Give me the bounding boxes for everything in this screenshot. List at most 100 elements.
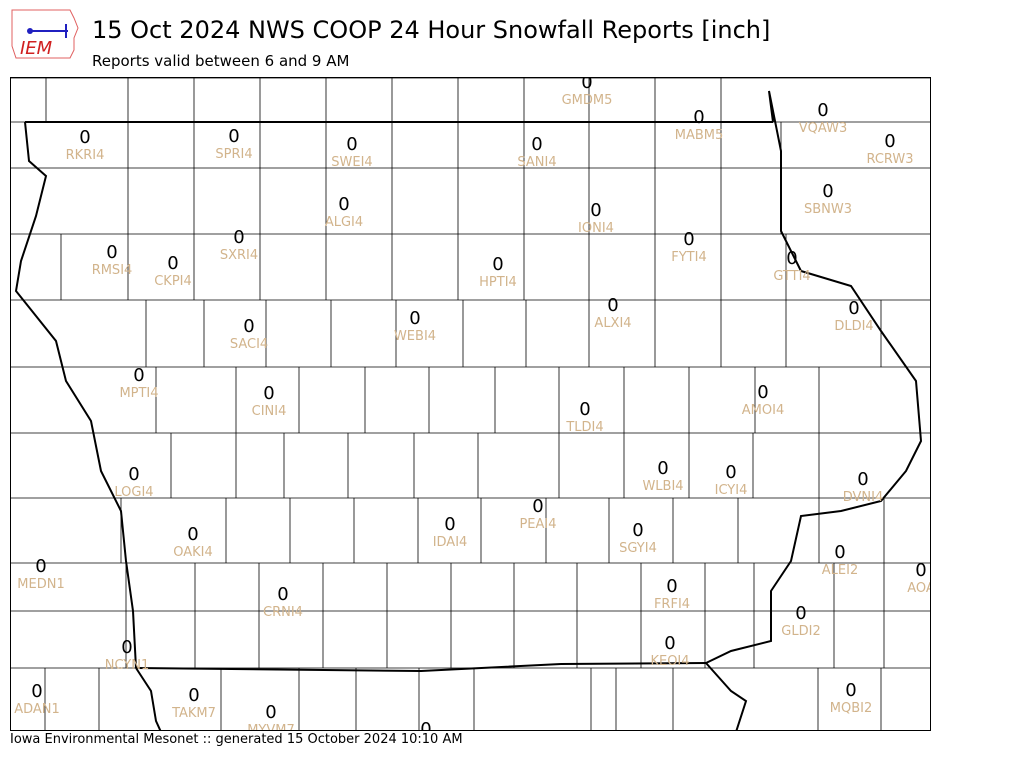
station-unlabeled: 0 [420,719,431,731]
snowfall-value: 0 [817,100,828,121]
page-title: 15 Oct 2024 NWS COOP 24 Hour Snowfall Re… [92,16,771,44]
snowfall-value: 0 [233,227,244,248]
snowfall-value: 0 [884,131,895,152]
snowfall-value: 0 [757,382,768,403]
snowfall-value: 0 [845,680,856,701]
snowfall-value: 0 [31,681,42,702]
station-id-label: CRNI4 [263,605,303,620]
station-id-label: WLBI4 [642,479,683,494]
snowfall-value: 0 [632,520,643,541]
station-id-label: AOA [907,581,931,596]
station-id-label: MABM5 [675,128,724,143]
snowfall-value: 0 [106,242,117,263]
station-id-label: RCRW3 [866,152,913,167]
snowfall-value: 0 [346,134,357,155]
snowfall-value: 0 [532,496,543,517]
snowfall-value: 0 [35,556,46,577]
snowfall-value: 0 [444,514,455,535]
station-id-label: FRFI4 [654,597,690,612]
iem-logo: IEM [11,9,79,59]
station-id-label: HPTI4 [479,275,517,290]
station-id-label: RKRI4 [66,148,105,163]
state-boundaries [14,90,923,730]
snowfall-value: 0 [531,134,542,155]
station-id-label: KEOI4 [650,654,689,669]
station-id-label: IONI4 [578,221,614,236]
snowfall-value: 0 [725,462,736,483]
snowfall-value: 0 [683,229,694,250]
snowfall-value: 0 [187,524,198,545]
snowfall-value: 0 [857,469,868,490]
station-id-label: SPRI4 [215,147,252,162]
station-id-label: GLDI2 [781,624,820,639]
station-id-label: ICYI4 [715,483,748,498]
station-id-label: SGYI4 [619,541,657,556]
station-id-label: LOGI4 [114,485,153,500]
snowfall-value: 0 [795,603,806,624]
station-id-label: GMDM5 [562,93,613,108]
station-id-label: RMSI4 [92,263,133,278]
station-id-label: WEBI4 [394,329,436,344]
snowfall-value: 0 [607,295,618,316]
snowfall-value: 0 [666,576,677,597]
missouri-river [135,667,162,730]
station-id-label: ALXI4 [594,316,631,331]
snowfall-value: 0 [420,719,431,731]
snowfall-value: 0 [657,458,668,479]
mississippi-south [705,662,748,730]
snowfall-value: 0 [79,127,90,148]
station-id-label: SBNW3 [804,202,852,217]
snowfall-value: 0 [786,248,797,269]
iowa-south-border [135,662,707,673]
snowfall-value: 0 [243,316,254,337]
station-id-label: PEAI4 [519,517,556,532]
station-id-label: MYVM7 [247,723,295,731]
snowfall-value: 0 [915,560,926,581]
snowfall-value: 0 [188,685,199,706]
snowfall-value: 0 [590,200,601,221]
station-id-label: CKPI4 [154,274,192,289]
snowfall-value: 0 [822,181,833,202]
station-id-label: GTTI4 [773,269,810,284]
station-id-label: TLDI4 [565,420,603,435]
station-id-label: TAKM7 [171,706,216,721]
station-id-label: ALEI2 [822,563,858,578]
snowfall-value: 0 [834,542,845,563]
station-id-label: SANI4 [517,155,556,170]
station-id-label: DVNI4 [843,490,884,505]
station-id-label: CINI4 [252,404,287,419]
snowfall-value: 0 [121,637,132,658]
